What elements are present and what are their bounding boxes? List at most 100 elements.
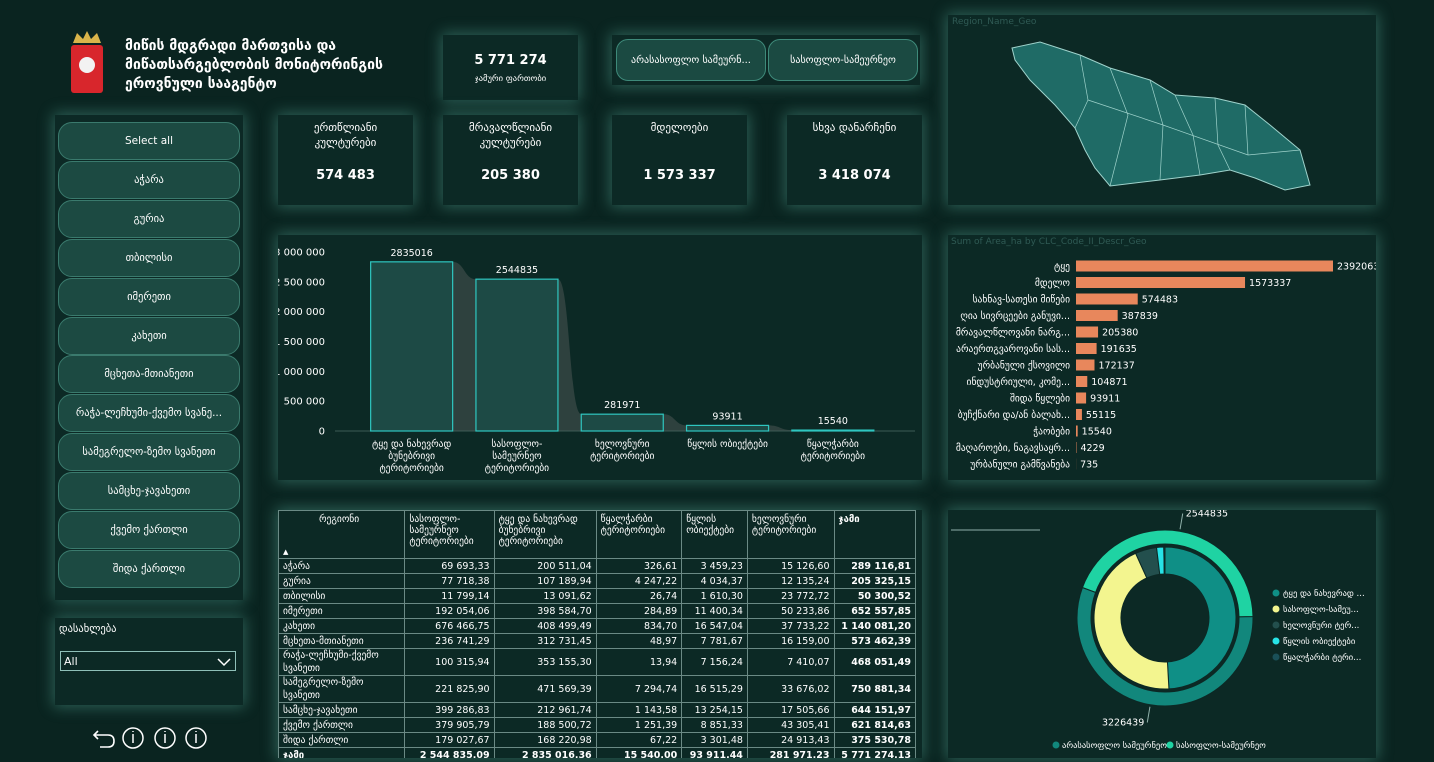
table-cell: 289 116,81 xyxy=(833,558,916,574)
back-button[interactable] xyxy=(92,730,115,748)
info-button[interactable] xyxy=(154,727,176,749)
table-cell: 3 301,48 xyxy=(681,732,748,748)
table-cell: 1 251,39 xyxy=(595,717,683,733)
total-label: ჯამური ფართობი xyxy=(474,74,547,84)
info-button[interactable] xyxy=(185,727,207,749)
legend-marker xyxy=(1272,653,1280,661)
hbar-chart: Sum of Area_ha by CLC_Code_II_Descr_Geo ტ… xyxy=(951,237,1379,471)
total-row: ჯამი 2 544 835,09 2 835 016,36 15 540,00 93 … xyxy=(278,747,916,758)
y-tick-label: 3 000 000 xyxy=(278,248,325,259)
donut-slice[interactable] xyxy=(1164,546,1237,690)
legend-label[interactable]: წყლის ობიექტები xyxy=(1283,636,1355,647)
kpi-label: სხვა დანარჩენი xyxy=(812,121,897,134)
table-cell: 3 459,23 xyxy=(681,558,748,574)
table-row: კახეთი 676 466,75 408 499,49 834,70 16 547,0… xyxy=(278,618,916,634)
table-cell: 7 294,74 xyxy=(595,675,683,703)
bar xyxy=(1076,425,1078,437)
column-header[interactable]: სასოფლო-სამეურნეო ტერიტორიები xyxy=(404,510,495,559)
kpi-label: მრავალწლიანი კულტურები xyxy=(468,121,553,149)
slicer-item[interactable]: თბილისი xyxy=(58,238,240,277)
bar xyxy=(1076,392,1087,404)
y-tick-label: ბუჩქნარი და/ან ბალახ... xyxy=(958,410,1070,421)
leader-line xyxy=(1146,706,1151,723)
header-row: რეგიონი ▲ სასოფლო-სამეურნეო ტერიტორიები ტყე… xyxy=(278,510,916,559)
slicer-item[interactable]: შიდა ქართლი xyxy=(58,549,240,588)
column-header[interactable]: ჯამი xyxy=(833,510,916,559)
legend-label[interactable]: ხელოვნური ტერ... xyxy=(1283,620,1359,631)
table-cell: 4 247,22 xyxy=(595,573,683,589)
kpi-value: 1 573 337 xyxy=(643,168,716,183)
table-cell: 13 091,62 xyxy=(493,588,597,604)
table-cell: 15 126,60 xyxy=(746,558,835,574)
slicer-item[interactable]: მცხეთა-მთიანეთი xyxy=(58,355,240,394)
table-cell: აჭარა xyxy=(278,558,406,574)
x-tick-label: წყლის ობიექტები xyxy=(687,439,768,450)
table-cell: 375 530,78 xyxy=(833,732,916,748)
dropdown[interactable]: All xyxy=(60,651,236,671)
column-header[interactable]: წყლის ობიექტები xyxy=(681,510,748,559)
bar xyxy=(1076,359,1095,371)
table-cell: 221 825,90 xyxy=(404,675,495,703)
y-tick-label: 1 000 000 xyxy=(278,367,325,378)
table-cell: 353 155,30 xyxy=(493,648,597,676)
table-cell: 50 300,52 xyxy=(833,588,916,604)
slicer-item[interactable]: იმერეთი xyxy=(58,277,240,316)
table-cell: 7 781,67 xyxy=(681,633,748,649)
data-label: 191635 xyxy=(1101,344,1137,355)
donut-slice[interactable] xyxy=(1093,552,1170,690)
legend-label[interactable]: წყალჭარბი ტერი... xyxy=(1283,652,1361,663)
table-cell: 468 051,49 xyxy=(833,648,916,676)
kpi-value: 205 380 xyxy=(481,168,540,183)
table-row: შიდა ქართლი 179 027,67 168 220,98 67,22 3 30… xyxy=(278,732,916,748)
bar xyxy=(791,429,875,432)
legend-marker xyxy=(1052,741,1060,749)
legend-label[interactable]: სასოფლო-სამეუ... xyxy=(1283,604,1359,615)
table-row: სამცხე-ჯავახეთი 399 286,83 212 961,74 1 143… xyxy=(278,702,916,718)
filter-button[interactable]: არასასოფლო სამეურნ... xyxy=(616,39,766,81)
table-cell: 16 515,29 xyxy=(681,675,748,703)
legend-label[interactable]: ტყე და ნახევრად ... xyxy=(1283,588,1365,599)
table-cell: 16 159,00 xyxy=(746,633,835,649)
slicer-item[interactable]: რაჭა-ლეჩხუმი-ქვემო სვანე... xyxy=(58,394,240,433)
column-header[interactable]: ტყე და ნახევრად ბუნებრივი ტერიტორიები xyxy=(493,510,597,559)
table-cell: თბილისი xyxy=(278,588,406,604)
table-cell: 100 315,94 xyxy=(404,648,495,676)
map xyxy=(1011,41,1311,191)
legend-label[interactable]: სასოფლო-სამეურნეო xyxy=(1176,740,1266,751)
y-tick-label: მდელო xyxy=(1035,278,1070,289)
table-cell: მცხეთა-მთიანეთი xyxy=(278,633,406,649)
slicer-item[interactable]: სამცხე-ჯავახეთი xyxy=(58,472,240,511)
bar-chart-panel: 0 500 000 1 000 000 1 500 000 2 000 000 2 500… xyxy=(278,235,922,480)
donut-panel: 3226439 2544835 ტყე და ნახევრად ... სასოფლო… xyxy=(948,508,1376,758)
slicer-item[interactable]: კახეთი xyxy=(58,316,240,355)
table-cell: 50 233,86 xyxy=(746,603,835,619)
table-cell: 2 544 835,09 xyxy=(404,747,495,758)
bar xyxy=(1076,376,1088,387)
table-cell: 312 731,45 xyxy=(493,633,597,649)
table-cell: 168 220,98 xyxy=(493,732,597,748)
table-row: გურია 77 718,38 107 189,94 4 247,22 4 034,37… xyxy=(278,573,916,589)
slicer-item[interactable]: აჭარა xyxy=(58,160,240,199)
map-shape[interactable] xyxy=(1011,41,1311,191)
slicer-item[interactable]: გურია xyxy=(58,199,240,238)
slicer-item[interactable]: სამეგრელო-ზემო სვანეთი xyxy=(58,433,240,472)
table-cell: რაჭა-ლეჩხუმი-ქვემო სვანეთი xyxy=(278,648,406,676)
table-cell: 12 135,24 xyxy=(746,573,835,589)
info-button[interactable] xyxy=(122,727,144,749)
x-tick-label: წყალჭარბი ტერიტორიები xyxy=(800,439,866,462)
column-header[interactable]: რეგიონი ▲ xyxy=(278,510,406,559)
slicer-item[interactable]: ქვემო ქართლი xyxy=(58,511,240,549)
table-cell: 13 254,15 xyxy=(681,702,748,718)
table-cell: 26,74 xyxy=(595,588,683,604)
legend-label[interactable]: არასასოფლო სამეურნეო xyxy=(1062,740,1167,751)
column-header[interactable]: ხელოვნური ტერიტორიები xyxy=(746,510,835,559)
table-cell: სამეგრელო-ზემო სვანეთი xyxy=(278,675,406,703)
slicer-item[interactable]: Select all xyxy=(58,122,240,160)
column-header[interactable]: წყალჭარბი ტერიტორიები xyxy=(595,510,683,559)
donut-chart: 3226439 2544835 ტყე და ნახევრად ... სასოფლო… xyxy=(951,508,1365,751)
table-cell: 33 676,02 xyxy=(746,675,835,703)
donut-slice[interactable] xyxy=(1081,529,1254,618)
donut-slice[interactable] xyxy=(1163,546,1166,575)
filter-button[interactable]: სასოფლო-სამეურნეო xyxy=(768,39,918,81)
